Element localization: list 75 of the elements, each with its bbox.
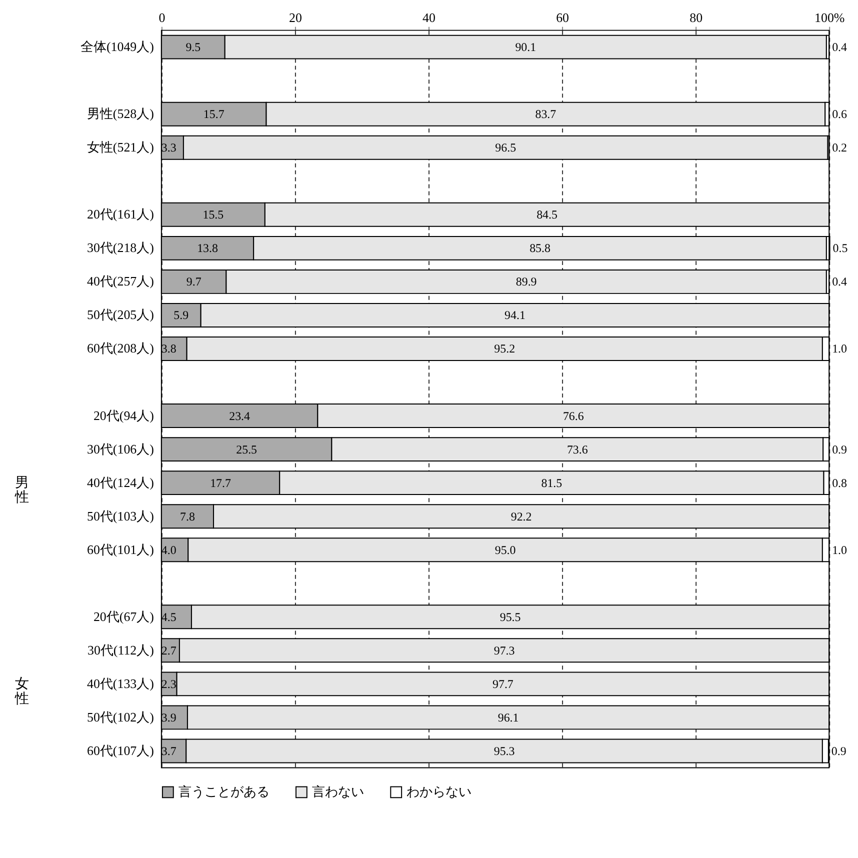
data-label: 81.5 [541, 476, 562, 490]
x-tick-label: 100% [814, 10, 845, 25]
x-tick-label: 60 [556, 10, 569, 25]
text: 男性 [14, 476, 29, 506]
data-label: 76.6 [562, 408, 584, 423]
data-label: 4.0 [161, 542, 176, 557]
data-label: 3.9 [161, 710, 176, 724]
data-label: 2.3 [161, 676, 176, 691]
data-label: 9.7 [186, 274, 202, 289]
y-tick-label: 全体(1049人) [80, 39, 154, 54]
data-label: 89.9 [516, 274, 537, 289]
data-label: 7.8 [180, 509, 195, 524]
y-tick-label: 40代(124人) [86, 474, 154, 490]
data-label: 95.0 [494, 542, 516, 557]
x-tick-label: 0 [158, 10, 166, 25]
data-label: 9.5 [186, 40, 201, 54]
data-label: 0.8 [832, 476, 848, 490]
data-label: 0.6 [832, 107, 848, 122]
y-tick-label: 30代(112人) [87, 642, 154, 658]
data-label: 3.8 [161, 342, 176, 356]
x-tick-label: 80 [690, 10, 703, 25]
data-label: 4.5 [161, 610, 176, 624]
data-label: 96.5 [495, 140, 516, 155]
y-tick-label: 男性(528人) [86, 106, 154, 122]
data-label: 25.5 [236, 442, 258, 456]
y-tick-label: 60代(208人) [86, 340, 154, 356]
data-label: 85.8 [530, 241, 550, 256]
data-label: 17.7 [210, 476, 231, 490]
data-label: 0.4 [832, 274, 848, 289]
legend-label: わからない [406, 784, 472, 800]
data-label: 95.2 [494, 342, 516, 356]
legend-label: 言うことがある [178, 784, 270, 800]
data-label: 1.0 [832, 342, 848, 356]
data-label: 23.4 [229, 408, 250, 423]
y-tick-label: 40代(133人) [86, 676, 154, 691]
data-label: 0.4 [832, 40, 848, 54]
data-label: 95.3 [494, 744, 515, 758]
data-label: 0.9 [832, 442, 848, 456]
text: 女性 [14, 676, 29, 707]
y-tick-label: 30代(106人) [86, 441, 154, 456]
data-label: 3.3 [161, 140, 176, 155]
data-label: 15.7 [203, 107, 224, 122]
data-label: 97.3 [494, 643, 515, 658]
data-label: 15.5 [202, 208, 224, 222]
data-label: 0.5 [832, 241, 848, 256]
data-label: 3.7 [161, 744, 176, 758]
data-label: 96.1 [498, 710, 519, 724]
data-label: 13.8 [197, 241, 218, 256]
data-label: 84.5 [536, 208, 558, 222]
y-tick-label: 女性(521人) [86, 140, 154, 155]
data-label: 92.2 [510, 509, 532, 524]
y-tick-label: 50代(205人) [86, 307, 154, 322]
y-tick-label: 20代(94人) [93, 408, 154, 423]
data-label: 0.9 [831, 744, 846, 758]
y-tick-label: 30代(218人) [86, 240, 154, 256]
data-label: 2.7 [161, 643, 176, 658]
x-tick-label: 40 [422, 10, 436, 25]
data-label: 95.5 [500, 610, 521, 624]
y-tick-label: 20代(67人) [93, 608, 154, 624]
y-tick-label: 40代(257人) [86, 274, 154, 289]
data-label: 73.6 [566, 442, 588, 456]
data-label: 1.0 [832, 542, 848, 557]
x-tick-label: 20 [289, 10, 302, 25]
data-label: 97.7 [492, 676, 514, 691]
y-tick-label: 50代(103人) [86, 508, 154, 524]
y-tick-label: 60代(101人) [86, 542, 154, 557]
data-label: 5.9 [174, 308, 189, 322]
data-label: 94.1 [504, 308, 526, 322]
data-label: 0.2 [832, 140, 848, 155]
y-tick-label: 20代(161人) [86, 206, 154, 222]
y-tick-label: 50代(102人) [86, 709, 154, 724]
data-label: 83.7 [535, 107, 556, 122]
data-label: 90.1 [515, 40, 536, 54]
legend-label: 言わない [312, 784, 364, 800]
y-tick-label: 60代(107人) [86, 742, 154, 758]
